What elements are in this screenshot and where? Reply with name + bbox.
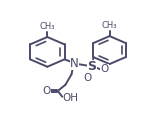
Text: S: S — [88, 60, 97, 73]
Text: CH₃: CH₃ — [40, 22, 55, 31]
Text: N: N — [70, 57, 79, 70]
Text: CH₃: CH₃ — [102, 21, 117, 30]
Text: O: O — [100, 64, 108, 74]
Text: OH: OH — [62, 93, 78, 103]
Text: O: O — [84, 73, 92, 83]
Text: O: O — [42, 86, 50, 96]
